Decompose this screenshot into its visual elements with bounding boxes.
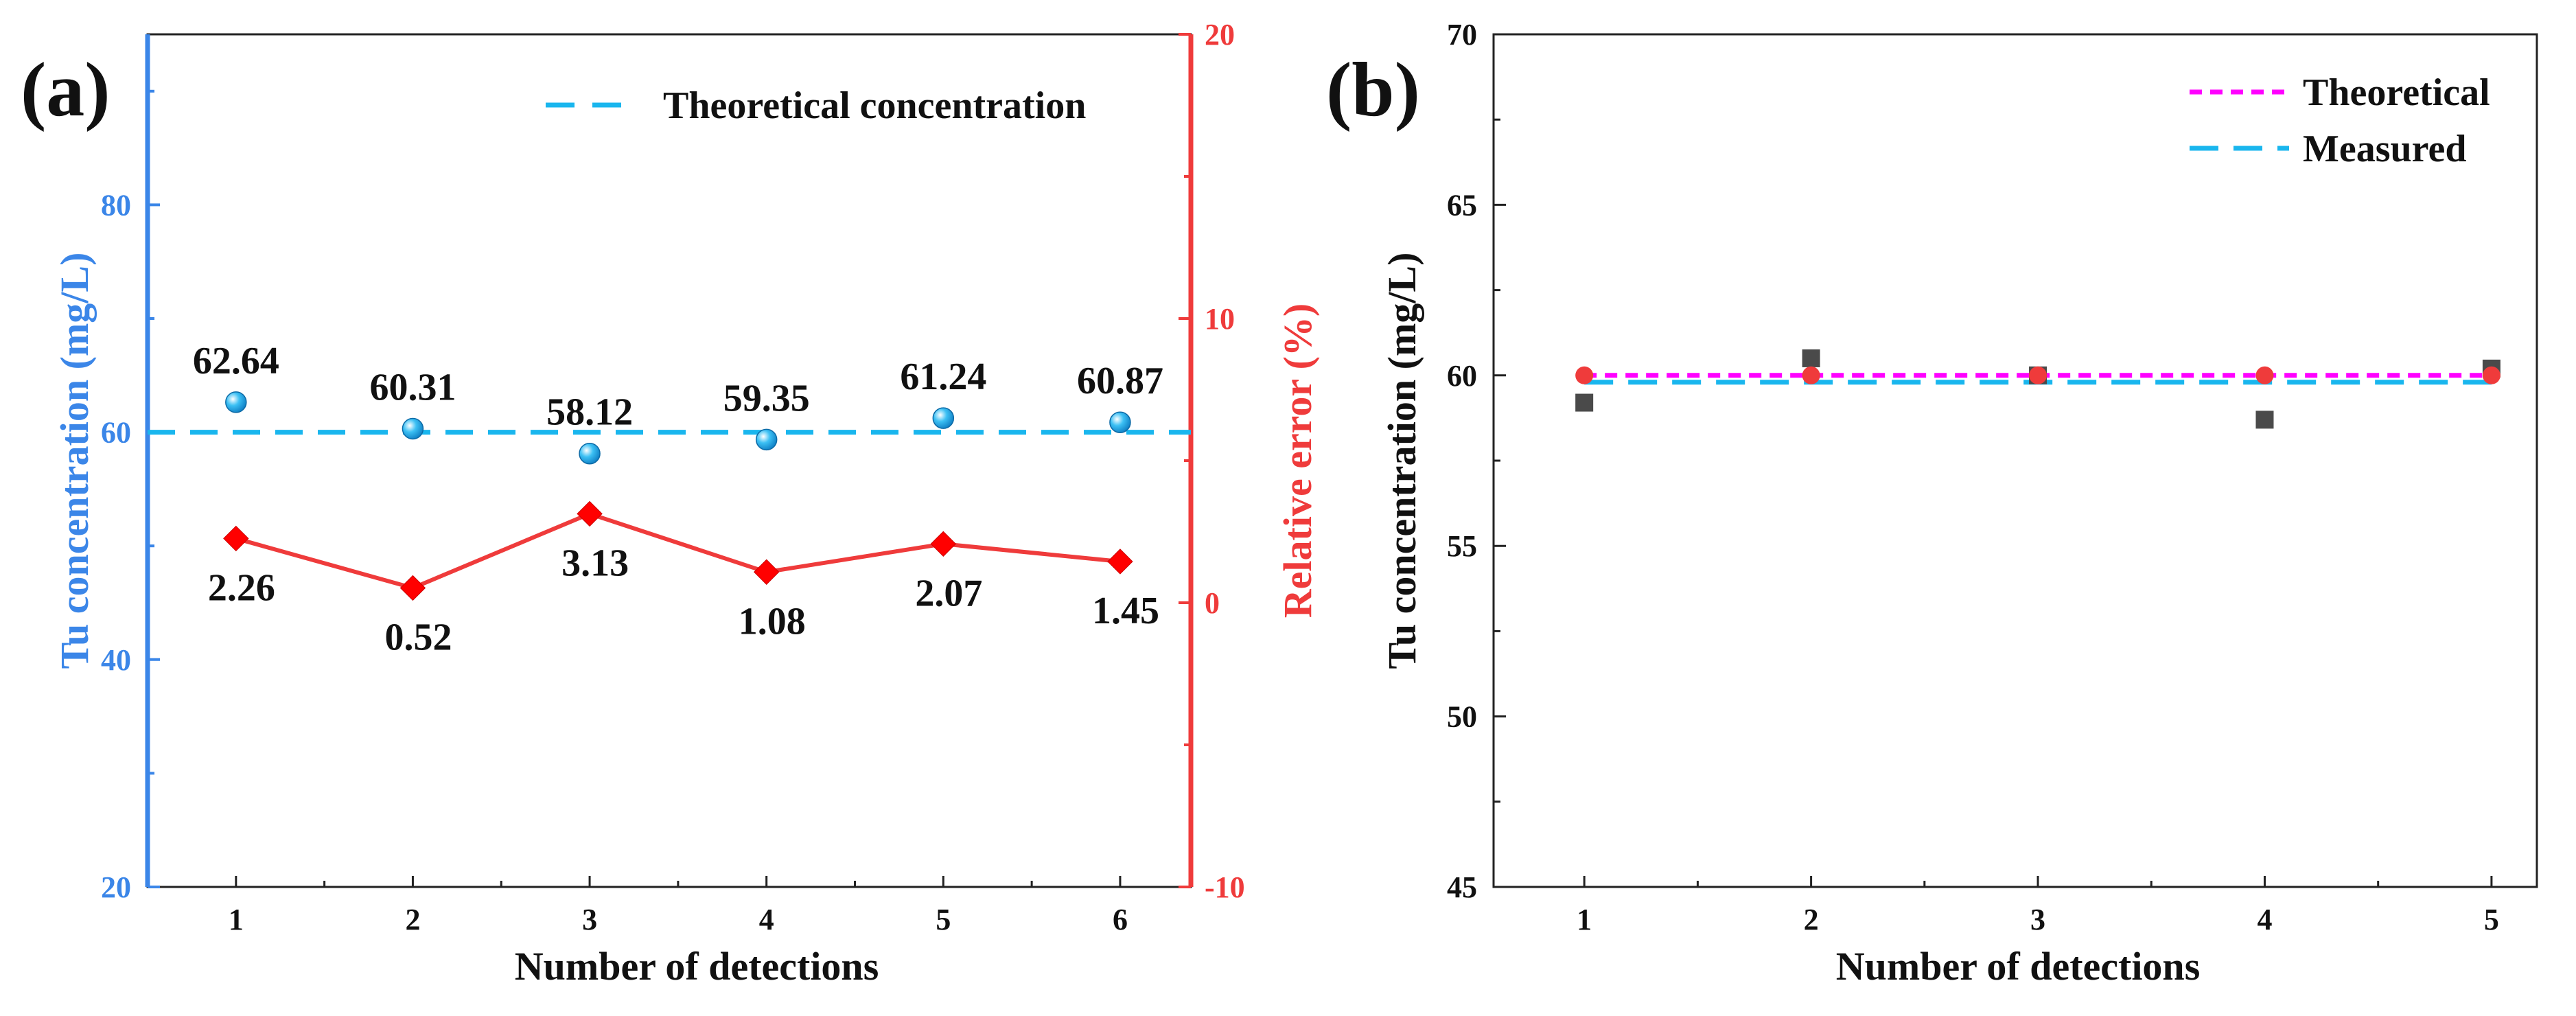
y-tick-label: 40 [101, 643, 131, 677]
x-tick-label: 2 [405, 903, 420, 936]
concentration-point [755, 428, 778, 451]
x-tick-label: 3 [582, 903, 597, 936]
x-tick-label: 2 [1804, 903, 1819, 936]
y-axis-ticks: 45 50 55 60 65 70 [1447, 18, 1506, 904]
y-tick-label: 80 [101, 188, 131, 222]
panel-b-legend: Theoretical Measured [2190, 71, 2490, 170]
relative-error-data-label: 3.13 [561, 542, 629, 584]
relative-error-data-label: 0.52 [384, 616, 452, 658]
measured-square-point [1575, 393, 1594, 412]
right-y-axis-ticks: -10 0 10 20 [1179, 18, 1245, 904]
concentration-point [402, 417, 424, 440]
y2-tick-label: 10 [1205, 302, 1235, 336]
legend-measured-label: Measured [2303, 128, 2467, 170]
relative-error-point [577, 500, 603, 527]
theoretical-circle-point [1575, 366, 1594, 384]
relative-error-point [399, 575, 426, 601]
relative-error-data-label: 1.08 [739, 600, 806, 643]
theoretical-circle-point [2482, 366, 2500, 384]
theoretical-circle-point [2255, 366, 2274, 384]
legend-theoretical-label: Theoretical [2303, 71, 2490, 114]
x-axis-ticks: 1 2 3 4 5 6 [229, 876, 1128, 936]
relative-error-data-label: 2.26 [208, 566, 275, 609]
panel-a-x-axis-label: Number of detections [515, 944, 879, 989]
x-tick-label: 4 [759, 903, 774, 936]
theoretical-circle-point [2029, 366, 2047, 384]
relative-error-data-label: 2.07 [915, 572, 982, 614]
concentration-data-label: 59.35 [723, 377, 810, 419]
x-tick-label: 4 [2257, 903, 2272, 936]
x-tick-label: 5 [2484, 903, 2499, 936]
concentration-data-label: 60.87 [1077, 360, 1163, 402]
y-tick-label: 45 [1447, 870, 1477, 904]
relative-error-point [1107, 549, 1133, 575]
concentration-point [932, 407, 955, 429]
concentration-data-label: 61.24 [900, 356, 986, 398]
y-tick-label: 65 [1447, 188, 1477, 222]
panel-b-y-axis-label: Tu concentration (mg/L) [1380, 253, 1424, 669]
theoretical-circle-point [1802, 366, 1820, 384]
x-tick-label: 3 [2030, 903, 2045, 936]
panel-a-right-y-axis-label: Relative error (%) [1275, 303, 1320, 618]
y-tick-label: 55 [1447, 529, 1477, 563]
x-tick-label: 1 [229, 903, 244, 936]
left-y-axis-ticks: 20 40 60 80 [101, 89, 160, 904]
relative-error-point [930, 531, 957, 557]
y2-tick-label: 0 [1205, 586, 1220, 620]
x-tick-label: 5 [936, 903, 951, 936]
y-tick-label: 70 [1447, 18, 1477, 51]
panel-a-label: (a) [21, 47, 111, 132]
measured-square-point [1802, 349, 1820, 367]
x-tick-label: 6 [1113, 903, 1128, 936]
x-tick-label: 1 [1577, 903, 1592, 936]
concentration-point [1109, 411, 1131, 433]
relative-error-data-label: 1.45 [1092, 590, 1159, 632]
concentration-point [225, 391, 247, 413]
x-axis-ticks: 1 2 3 4 5 [1577, 876, 2499, 936]
concentration-data-label: 60.31 [369, 366, 456, 408]
y-tick-label: 50 [1447, 700, 1477, 734]
relative-error-point [753, 559, 780, 585]
concentration-data-label: 58.12 [546, 391, 633, 434]
relative-error-point [223, 525, 249, 552]
y-tick-label: 60 [1447, 359, 1477, 393]
y-tick-label: 20 [101, 870, 131, 904]
legend-theoretical-concentration-label: Theoretical concentration [663, 84, 1086, 127]
panel-a-legend: Theoretical concentration [546, 84, 1086, 127]
panel-b-x-axis-label: Number of detections [1836, 944, 2201, 989]
panel-b-label: (b) [1326, 47, 1420, 132]
panel-b-marks [1575, 349, 2500, 429]
panel-a: 1 2 3 4 5 6 20 40 60 80 -10 0 10 20 62.64 2.26 60.31 0… [21, 18, 1320, 989]
concentration-point [579, 442, 601, 465]
y-tick-label: 60 [101, 416, 131, 450]
measured-square-point [2255, 411, 2274, 429]
panel-a-frame [146, 33, 1192, 888]
panel-a-left-y-axis-label: Tu concentration (mg/L) [52, 253, 97, 669]
panel-a-marks: 62.64 2.26 60.31 0.52 58.12 3.13 59.35 1.08 61.2… [193, 340, 1163, 659]
y2-tick-label: 20 [1205, 18, 1235, 51]
y2-tick-label: -10 [1205, 870, 1245, 904]
concentration-data-label: 62.64 [193, 340, 279, 382]
relative-error-line [235, 511, 1121, 590]
